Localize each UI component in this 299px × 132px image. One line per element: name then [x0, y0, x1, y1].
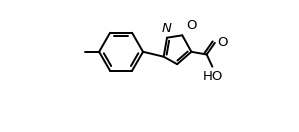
- Text: O: O: [217, 36, 228, 49]
- Text: N: N: [161, 22, 171, 35]
- Text: HO: HO: [203, 70, 223, 83]
- Text: O: O: [186, 19, 196, 32]
